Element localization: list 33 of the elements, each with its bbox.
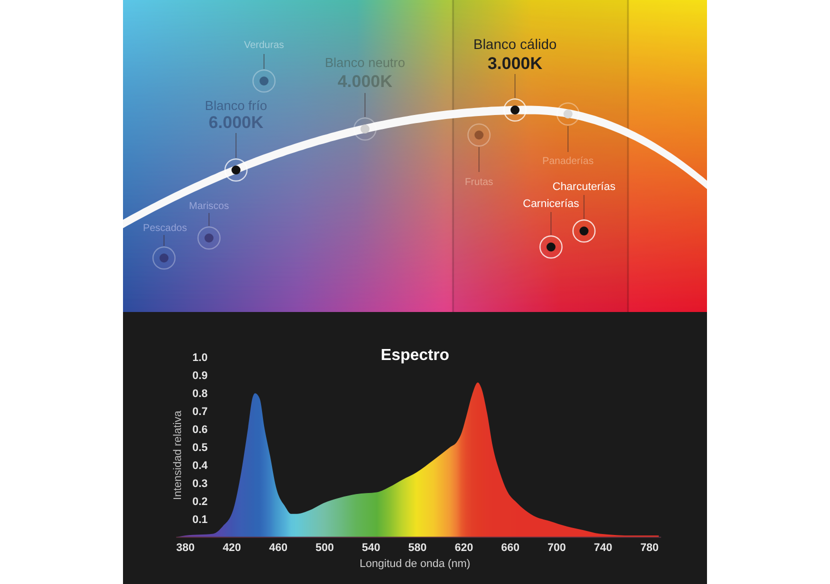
x-tick-label: 500: [316, 542, 334, 554]
x-tick-label: 660: [501, 542, 520, 554]
text: Blanco cálido: [473, 36, 557, 52]
text: Charcuterías: [552, 181, 616, 193]
x-tick-label: 540: [362, 542, 380, 554]
text: Mariscos: [188, 201, 230, 212]
chart-title: Espectro: [380, 347, 450, 364]
x-tick-label: 700: [548, 542, 566, 554]
y-tick-label: 0.6: [192, 424, 208, 436]
y-tick-label: 0.9: [192, 370, 208, 382]
text: Pescados: [143, 223, 187, 234]
y-tick-label: 0.8: [192, 388, 208, 400]
text: Frutas: [464, 177, 494, 188]
text: 3.000K: [488, 54, 544, 73]
x-tick-label: 740: [594, 542, 612, 554]
y-tick-label: 0.1: [192, 514, 208, 526]
x-axis-title: Longitud de onda (nm): [360, 558, 470, 570]
y-tick-label: 1.0: [192, 352, 208, 364]
x-tick-label: 620: [454, 542, 474, 554]
x-tick-label: 460: [269, 542, 288, 554]
x-tick-label: 780: [640, 542, 659, 554]
text: Panaderías: [542, 156, 594, 167]
y-tick-label: 0.3: [192, 478, 208, 490]
x-tick-label: 420: [222, 542, 242, 554]
y-tick-label: 0.4: [192, 460, 209, 472]
x-tick-label: 580: [408, 542, 427, 554]
y-tick-label: 0.7: [192, 406, 208, 418]
y-tick-label: 0.5: [192, 442, 208, 454]
text: Carnicerías: [522, 198, 580, 210]
x-tick-label: 380: [176, 542, 195, 554]
y-axis-title: Intensidad relativa: [172, 410, 184, 500]
text: Verduras: [244, 40, 284, 51]
y-tick-label: 0.2: [192, 496, 208, 508]
